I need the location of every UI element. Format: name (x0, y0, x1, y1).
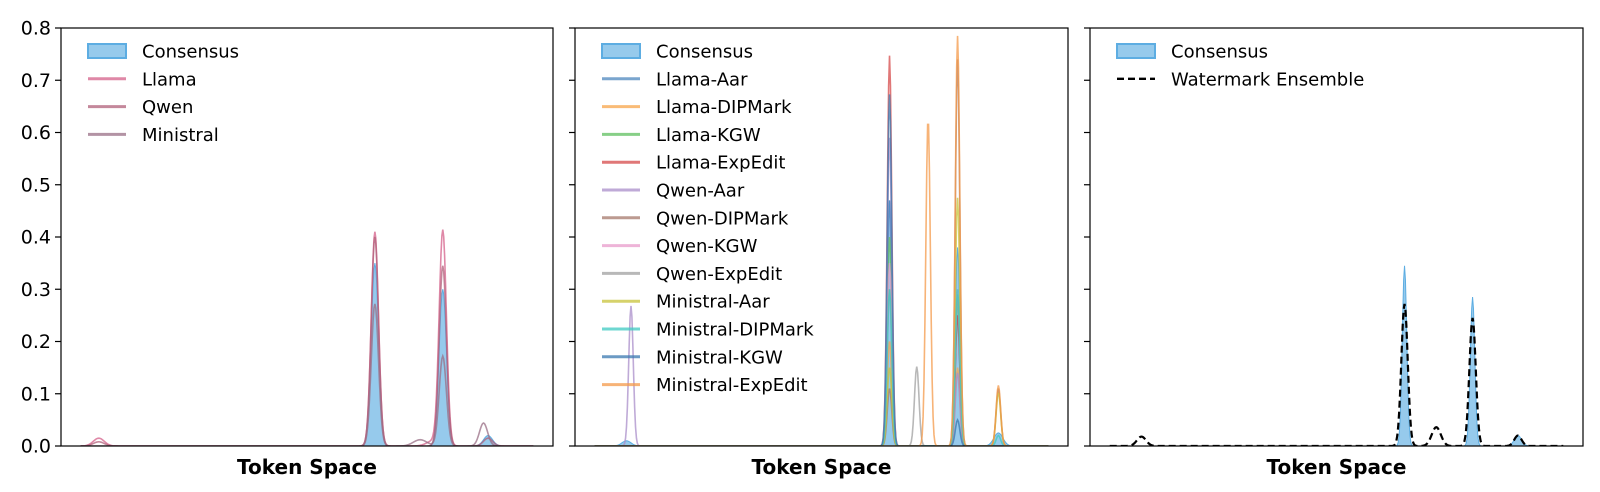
consensus-area (80, 263, 534, 446)
y-tick-label: 0.6 (21, 122, 51, 144)
legend-label: Qwen-Aar (656, 181, 745, 202)
y-tick-label: 0.5 (21, 174, 51, 196)
plot-area (1109, 265, 1564, 446)
legend: Consensus Watermark Ensemble (1116, 42, 1364, 90)
chart-panel-model-watermarks: Token Space Consensus Llama-Aar Llama-DIPMa… (569, 27, 1069, 479)
legend: Consensus Llama Qwen Ministral (87, 42, 239, 146)
x-axis-title: Token Space (237, 455, 377, 479)
legend: Consensus Llama-Aar Llama-DIPMark Llama-KGW… (601, 42, 814, 396)
legend-label: Llama-ExpEdit (656, 153, 785, 174)
plot-area (594, 35, 1049, 446)
chart-panel-models: 0.0 0.1 0.2 0.3 0.4 0.5 0.6 0.7 0.8 Token Space Co… (21, 18, 554, 479)
legend-label: Ministral-Aar (656, 292, 770, 313)
chart-panel-watermark-ensemble: Token Space Consensus Watermark Ensemble (1084, 27, 1584, 479)
legend-label: Ministral-KGW (656, 347, 783, 368)
legend-label: Qwen-KGW (656, 236, 758, 257)
series-line-2 (80, 303, 534, 446)
y-tick-label: 0.1 (21, 383, 51, 405)
axes-frame (1089, 27, 1584, 447)
legend-label: Ministral-ExpEdit (656, 375, 808, 396)
series-line-1 (80, 236, 534, 446)
legend-swatch-consensus (87, 43, 127, 59)
legend-label: Ministral-DIPMark (656, 320, 814, 341)
axes-frame (574, 27, 1069, 447)
x-axis-title: Token Space (752, 455, 892, 479)
y-tick-label: 0.4 (21, 227, 51, 249)
legend-label: Llama-KGW (656, 125, 761, 146)
legend-swatch-consensus (1116, 43, 1156, 59)
y-tick-label: 0.8 (21, 18, 51, 40)
legend-label: Consensus (1171, 42, 1268, 63)
x-axis-title: Token Space (1267, 455, 1407, 479)
y-tick-label: 0.2 (21, 331, 51, 353)
legend-label: Llama-DIPMark (656, 97, 792, 118)
legend-label: Qwen (142, 97, 193, 118)
legend-label: Consensus (656, 42, 753, 63)
series-line-0 (1109, 303, 1564, 446)
legend-label: Ministral (142, 125, 219, 146)
legend-swatch-consensus (601, 43, 641, 59)
plot-area (80, 229, 534, 446)
y-tick-label: 0.7 (21, 70, 51, 92)
series-line-0 (80, 229, 534, 446)
axes-frame (60, 27, 554, 447)
consensus-area (1109, 265, 1564, 446)
legend-label: Qwen-ExpEdit (656, 264, 782, 285)
y-tick-label: 0.3 (21, 279, 51, 301)
legend-label: Qwen-DIPMark (656, 208, 789, 229)
legend-label: Watermark Ensemble (1171, 69, 1364, 90)
legend-label: Llama (142, 69, 197, 90)
legend-label: Llama-Aar (656, 69, 748, 90)
y-tick-label: 0.0 (21, 436, 51, 458)
legend-label: Consensus (142, 42, 239, 63)
